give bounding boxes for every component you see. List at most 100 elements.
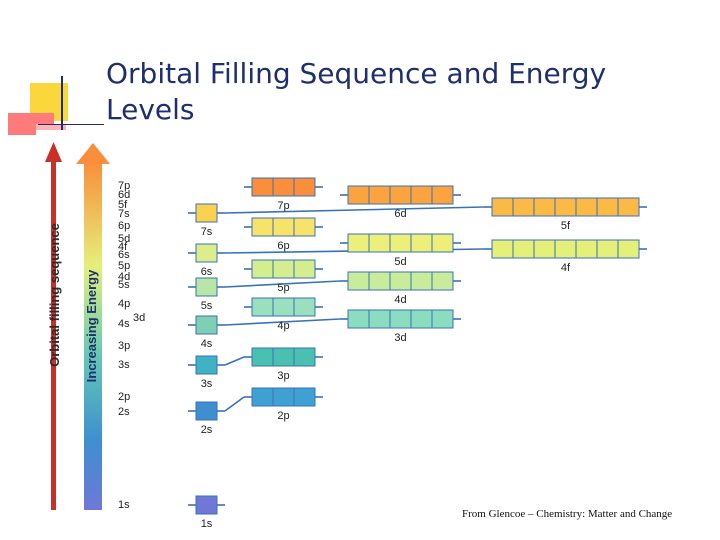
filling-order-label-7p: 7p [118, 180, 130, 192]
orbital-label-6d: 6d [394, 208, 406, 220]
orbital-box-4f [512, 239, 535, 259]
orbital-box-5f [575, 197, 598, 217]
orbital-box-3d [347, 309, 370, 329]
orbital-label-3p: 3p [277, 370, 289, 382]
orbital-box-3p [272, 347, 295, 367]
orbital-box-5f [533, 197, 556, 217]
orbital-6s: 6s [195, 243, 218, 278]
orbital-7s: 7s [195, 203, 218, 238]
orbital-box-2p [293, 387, 316, 407]
orbital-box-6d [431, 185, 454, 205]
slide-title: Orbital Filling Sequence and Energy Leve… [106, 57, 607, 126]
orbital-label-2s: 2s [201, 424, 213, 436]
energy-arrowhead [76, 143, 110, 164]
orbital-label-6s: 6s [201, 266, 213, 278]
orbital-label-3d: 3d [394, 332, 406, 344]
orbital-box-3s [195, 355, 218, 375]
filling-order-label-4f: 4f [118, 241, 128, 253]
orbital-box-4s [195, 315, 218, 335]
orbital-box-5f [596, 197, 619, 217]
connector-line [224, 206, 485, 214]
orbital-1s: 1s [195, 495, 218, 530]
filling-order-label-3d: 3d [133, 312, 145, 324]
orbital-box-4d [389, 271, 412, 291]
orbital-3p: 3p [251, 347, 316, 382]
connector-line [224, 356, 245, 366]
decor-vertical-line [61, 76, 63, 138]
orbital-box-6p [272, 217, 295, 237]
orbital-box-4p [272, 297, 295, 317]
orbital-box-5d [431, 233, 454, 253]
orbital-5d: 5d [347, 233, 454, 268]
energy-arrow-label: Increasing Energy [84, 269, 99, 382]
orbital-label-7s: 7s [201, 226, 213, 238]
orbital-4f: 4f [491, 239, 640, 274]
orbital-box-7p [293, 177, 316, 197]
orbital-box-3d [410, 309, 433, 329]
orbital-box-4f [554, 239, 577, 259]
orbital-box-2p [251, 387, 274, 407]
orbital-box-2s [195, 401, 218, 421]
orbital-label-4f: 4f [561, 262, 571, 274]
orbital-box-3d [389, 309, 412, 329]
orbital-box-5d [368, 233, 391, 253]
filling-order-label-5d: 5d [118, 233, 130, 245]
orbital-label-1s: 1s [201, 518, 213, 530]
orbital-box-5d [410, 233, 433, 253]
connector-line [224, 280, 341, 288]
filling-order-label-5s: 5s [118, 279, 130, 291]
orbital-4p: 4p [251, 297, 316, 332]
orbital-box-5p [251, 259, 274, 279]
orbital-energy-diagram: Orbital filling sequence Increasing Ener… [36, 130, 666, 534]
orbital-label-5p: 5p [277, 282, 289, 294]
orbital-5s: 5s [195, 277, 218, 312]
orbital-box-5f [512, 197, 535, 217]
orbital-box-1s [195, 495, 218, 515]
orbital-box-5d [389, 233, 412, 253]
filling-order-label-1s: 1s [118, 499, 130, 511]
orbital-box-3d [368, 309, 391, 329]
energy-arrow-shaft [84, 162, 102, 510]
filling-order-label-2s: 2s [118, 406, 130, 418]
orbital-box-5d [347, 233, 370, 253]
orbital-box-5f [617, 197, 640, 217]
orbital-box-4d [431, 271, 454, 291]
orbital-box-7p [251, 177, 274, 197]
orbital-5p: 5p [251, 259, 316, 294]
orbital-label-4s: 4s [201, 338, 213, 350]
filling-order-label-5p: 5p [118, 260, 130, 272]
orbital-box-3p [251, 347, 274, 367]
filling-sequence-label: Orbital filling sequence [47, 223, 62, 367]
source-credit: From Glencoe – Chemistry: Matter and Cha… [462, 508, 673, 520]
orbital-box-4f [533, 239, 556, 259]
filling-order-label-3s: 3s [118, 359, 130, 371]
connector-line [224, 396, 245, 412]
orbital-box-4p [293, 297, 316, 317]
orbital-label-4p: 4p [277, 320, 289, 332]
orbital-4d: 4d [347, 271, 454, 306]
orbital-5f: 5f [491, 197, 640, 232]
orbital-box-7s [195, 203, 218, 223]
filling-order-label-6d: 6d [118, 189, 130, 201]
orbital-box-4p [251, 297, 274, 317]
orbital-6d: 6d [347, 185, 454, 220]
filling-order-label-4d: 4d [118, 271, 130, 283]
orbital-box-4f [491, 239, 514, 259]
orbital-label-5s: 5s [201, 300, 213, 312]
orbital-label-5f: 5f [561, 220, 571, 232]
filling-sequence-arrowhead [45, 142, 62, 162]
orbital-box-4d [368, 271, 391, 291]
filling-order-label-2p: 2p [118, 391, 130, 403]
orbital-7p: 7p [251, 177, 316, 212]
orbital-2s: 2s [195, 401, 218, 436]
orbital-box-4f [596, 239, 619, 259]
orbital-box-6d [368, 185, 391, 205]
orbital-box-5f [491, 197, 514, 217]
filling-order-label-4s: 4s [118, 318, 130, 330]
orbital-box-4f [617, 239, 640, 259]
orbital-6p: 6p [251, 217, 316, 252]
filling-order-label-4p: 4p [118, 298, 130, 310]
orbital-label-6p: 6p [277, 240, 289, 252]
orbital-label-5d: 5d [394, 256, 406, 268]
